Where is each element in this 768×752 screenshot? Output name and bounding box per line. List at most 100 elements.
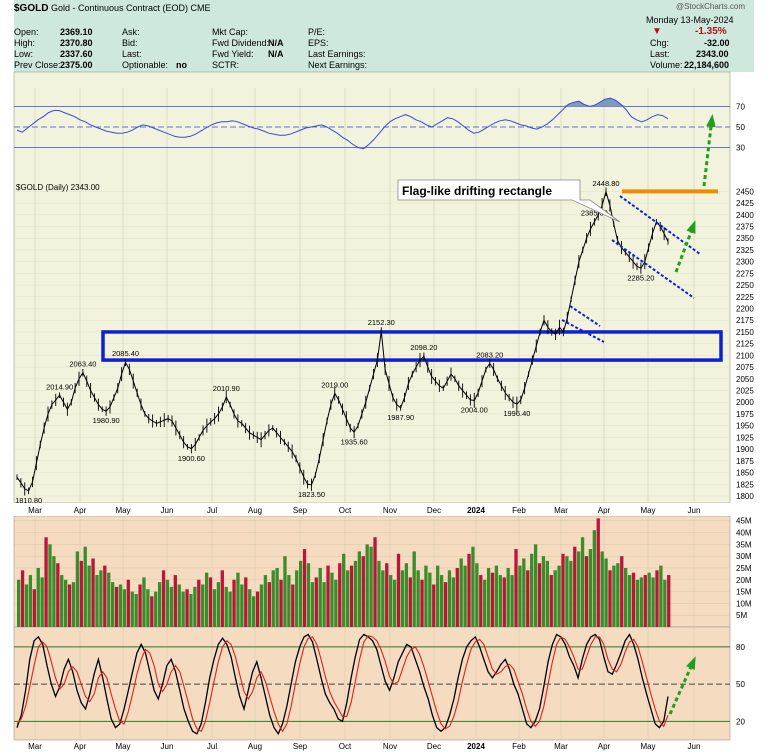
price-tick-label: 2100 [736, 351, 754, 360]
sctr-label: SCTR: [212, 60, 239, 70]
symbol: $GOLD [14, 3, 49, 14]
price-tick-label: 1925 [736, 433, 754, 442]
volume-bar [518, 565, 522, 627]
x-tick-label: Jul [207, 506, 217, 515]
stochastic-tick-label: 80 [736, 643, 745, 652]
price-annotation: 1996.40 [503, 409, 530, 418]
price-tick-label: 2025 [736, 387, 754, 396]
volume-bar [126, 579, 130, 627]
x-tick-label: Jun [688, 506, 701, 515]
fwd-dividend-label: Fwd Dividend: [212, 38, 270, 48]
volume-bar [197, 579, 201, 627]
volume-bar [134, 593, 138, 627]
volume-tick-label: 10M [736, 599, 752, 608]
volume-bar [228, 591, 232, 627]
volume-bar [146, 589, 150, 627]
volume-bar [122, 589, 127, 627]
x-tick-label: May [640, 506, 655, 515]
x-tick-label-bottom: Oct [339, 742, 352, 751]
volume-bar [169, 586, 174, 627]
x-tick-label: Mar [554, 506, 568, 515]
rsi-tick-label: 70 [736, 102, 745, 111]
optionable-label: Optionable: [122, 60, 169, 70]
volume-bar [298, 560, 303, 627]
low-label: Low: [14, 49, 34, 59]
volume-bar [377, 560, 381, 627]
volume-bar [255, 591, 260, 627]
volume-bar [36, 567, 40, 627]
volume-bar [537, 563, 542, 627]
price-arrow-2-shaft [702, 117, 714, 187]
price-annotation: 2152.30 [368, 318, 395, 327]
volume-bar [95, 575, 99, 627]
stochastic-k-line [16, 633, 669, 736]
support-zone-box [101, 330, 723, 362]
price-tick-label: 2200 [736, 305, 754, 314]
volume-bar [87, 565, 91, 627]
volume-bar [103, 565, 107, 627]
volume-bar [455, 567, 459, 627]
volume-tick-label: 5M [736, 611, 747, 620]
watermark: @StockCharts.com [676, 2, 746, 11]
volume-bar [114, 586, 119, 627]
x-axis-band [14, 503, 730, 516]
volume-bar [142, 577, 146, 627]
volume-bar [349, 565, 354, 627]
volume-bar [248, 589, 252, 627]
price-annotation: 1935.60 [341, 437, 368, 446]
price-annotation: 2014.90 [46, 382, 73, 391]
price-annotation: 2098.20 [410, 343, 437, 352]
x-tick-label-bottom: Sep [293, 742, 308, 751]
price-tick-label: 2225 [736, 293, 754, 302]
volume-bar [161, 570, 166, 627]
fwd-yield-label: Fwd Yield: [212, 49, 254, 59]
volume-bar [251, 596, 256, 627]
price-annotation: 2385.30 [581, 209, 608, 218]
price-tick-label: 2250 [736, 281, 754, 290]
volume-bar [63, 579, 68, 627]
volume-bar [279, 579, 283, 627]
volume-bar [287, 575, 291, 627]
price-annotation: 1980.90 [93, 416, 120, 425]
rsi-tick-label: 50 [736, 123, 745, 132]
price-panel-title: $GOLD (Daily) 2343.00 [16, 183, 100, 192]
exchange: CME [190, 3, 211, 13]
volume-bar [584, 556, 589, 627]
volume-bar [373, 537, 377, 627]
volume-tick-label: 25M [736, 564, 752, 573]
volume-bar [330, 572, 334, 627]
price-annotation: 2448.80 [592, 179, 619, 188]
small-flag-upper-line [569, 305, 601, 327]
price-tick-label: 2175 [736, 316, 754, 325]
price-tick-label: 2300 [736, 258, 754, 267]
volume-bar [275, 567, 279, 627]
rsi-line [16, 97, 669, 150]
volume-bar [52, 556, 56, 627]
volume-bar [510, 575, 514, 627]
volume-bar [189, 593, 193, 627]
volume-bar [322, 582, 326, 627]
volume-bar [530, 553, 534, 627]
volume-bar [216, 582, 221, 627]
volume-bar [91, 558, 95, 627]
volume-bar [181, 591, 185, 627]
volume-bar [381, 570, 385, 627]
price-annotation: 2285.20 [627, 274, 654, 283]
price-tick-label: 2400 [736, 211, 754, 220]
volume-bar [588, 549, 593, 627]
volume-bar [420, 579, 424, 627]
volume-tick-label: 30M [736, 552, 752, 561]
volume-bar [553, 570, 557, 627]
volume-bar [240, 584, 244, 627]
volume-bar [451, 577, 456, 627]
stochastic-arrow-shaft [668, 659, 696, 715]
price-arrow-2-head [706, 114, 716, 128]
price-tick-label: 2125 [736, 340, 754, 349]
volume-bar [502, 577, 506, 627]
volume-bar [498, 575, 503, 627]
volume-bar [44, 537, 48, 627]
volume-bar [549, 575, 553, 627]
volume-bar [565, 556, 569, 627]
mktcap-label: Mkt Cap: [212, 27, 249, 37]
volume-bar [204, 572, 209, 627]
